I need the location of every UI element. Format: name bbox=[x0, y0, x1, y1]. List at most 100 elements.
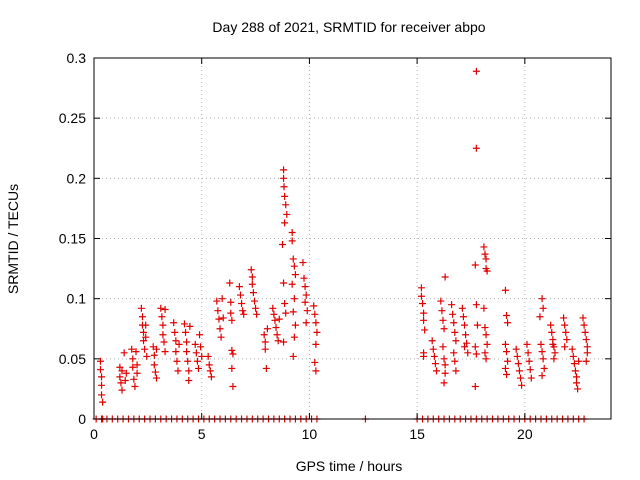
data-point bbox=[174, 367, 182, 375]
data-point bbox=[213, 297, 221, 305]
data-point bbox=[503, 348, 511, 356]
data-point bbox=[433, 367, 441, 375]
data-point bbox=[206, 367, 214, 375]
data-point bbox=[420, 316, 428, 324]
data-point bbox=[571, 367, 579, 375]
data-point bbox=[270, 310, 278, 318]
y-axis-label: SRMTID / TECUs bbox=[5, 184, 21, 294]
data-point bbox=[280, 183, 288, 191]
data-point bbox=[440, 325, 448, 333]
data-point bbox=[280, 174, 288, 182]
data-point bbox=[273, 331, 281, 339]
data-point bbox=[152, 345, 160, 353]
data-point bbox=[260, 331, 268, 339]
data-point bbox=[282, 309, 290, 317]
data-point bbox=[228, 364, 236, 372]
data-point bbox=[583, 343, 591, 351]
data-point bbox=[312, 319, 320, 327]
data-point bbox=[504, 319, 512, 327]
data-point bbox=[538, 295, 546, 303]
y-tick-label: 0.15 bbox=[59, 231, 86, 247]
data-point bbox=[151, 368, 159, 376]
x-axis-label: GPS time / hours bbox=[296, 458, 403, 474]
data-point bbox=[219, 314, 227, 322]
axis-ticks: 0 5 10 15 20 0 0.05 0.1 0.15 0.2 0.25 0.3 bbox=[59, 50, 611, 442]
data-point bbox=[281, 219, 289, 227]
data-point bbox=[159, 321, 167, 329]
data-point bbox=[504, 357, 512, 365]
data-point bbox=[141, 345, 149, 353]
data-point bbox=[420, 352, 428, 360]
data-point bbox=[289, 352, 297, 360]
data-point bbox=[538, 372, 546, 380]
data-point bbox=[569, 352, 577, 360]
data-point bbox=[280, 338, 288, 346]
data-point bbox=[261, 345, 269, 353]
data-point bbox=[582, 336, 590, 344]
data-point bbox=[472, 67, 480, 75]
data-point bbox=[239, 307, 247, 315]
data-point bbox=[428, 337, 436, 345]
data-point bbox=[249, 289, 257, 297]
data-point bbox=[311, 310, 319, 318]
data-point bbox=[512, 345, 520, 353]
data-point bbox=[229, 350, 237, 358]
data-point bbox=[143, 352, 151, 360]
data-point bbox=[217, 333, 225, 341]
data-point bbox=[183, 348, 191, 356]
data-point bbox=[429, 345, 437, 353]
data-point bbox=[417, 284, 425, 292]
data-point bbox=[538, 348, 546, 356]
series-points bbox=[92, 67, 591, 423]
data-point bbox=[503, 370, 511, 378]
data-point bbox=[271, 316, 279, 324]
plot-frame bbox=[93, 57, 612, 420]
data-point bbox=[228, 316, 236, 324]
data-point bbox=[440, 355, 448, 363]
data-point bbox=[302, 319, 310, 327]
data-point bbox=[582, 357, 590, 365]
data-point bbox=[452, 337, 460, 345]
data-point bbox=[523, 340, 531, 348]
data-point bbox=[280, 166, 288, 174]
data-point bbox=[196, 331, 204, 339]
data-point bbox=[288, 237, 296, 245]
data-point bbox=[539, 304, 547, 312]
data-point bbox=[301, 283, 309, 291]
data-point bbox=[462, 331, 470, 339]
data-point bbox=[96, 357, 104, 365]
data-point bbox=[472, 144, 480, 152]
data-point bbox=[248, 280, 256, 288]
data-point bbox=[185, 367, 193, 375]
data-point bbox=[417, 292, 425, 300]
data-point bbox=[515, 367, 523, 375]
data-point bbox=[118, 367, 126, 375]
data-point bbox=[138, 313, 146, 321]
data-point bbox=[536, 313, 544, 321]
data-point bbox=[116, 363, 124, 371]
grid bbox=[94, 58, 611, 419]
data-point bbox=[236, 291, 244, 299]
data-point bbox=[440, 379, 448, 387]
data-point bbox=[517, 374, 525, 382]
data-point bbox=[461, 321, 469, 329]
data-point bbox=[152, 374, 160, 382]
data-point bbox=[129, 355, 137, 363]
data-point bbox=[471, 383, 479, 391]
data-point bbox=[471, 343, 479, 351]
data-point bbox=[540, 364, 548, 372]
data-point bbox=[175, 340, 183, 348]
data-point bbox=[158, 313, 166, 321]
data-point bbox=[150, 351, 158, 359]
data-point bbox=[290, 295, 298, 303]
chart-title: Day 288 of 2021, SRMTID for receiver abp… bbox=[212, 19, 485, 35]
data-point bbox=[122, 369, 130, 377]
data-point bbox=[448, 301, 456, 309]
data-point bbox=[170, 319, 178, 327]
data-point bbox=[513, 352, 521, 360]
data-point bbox=[150, 361, 158, 369]
data-point bbox=[471, 261, 479, 269]
data-point bbox=[472, 301, 480, 309]
data-point bbox=[438, 307, 446, 315]
data-point bbox=[185, 376, 193, 384]
